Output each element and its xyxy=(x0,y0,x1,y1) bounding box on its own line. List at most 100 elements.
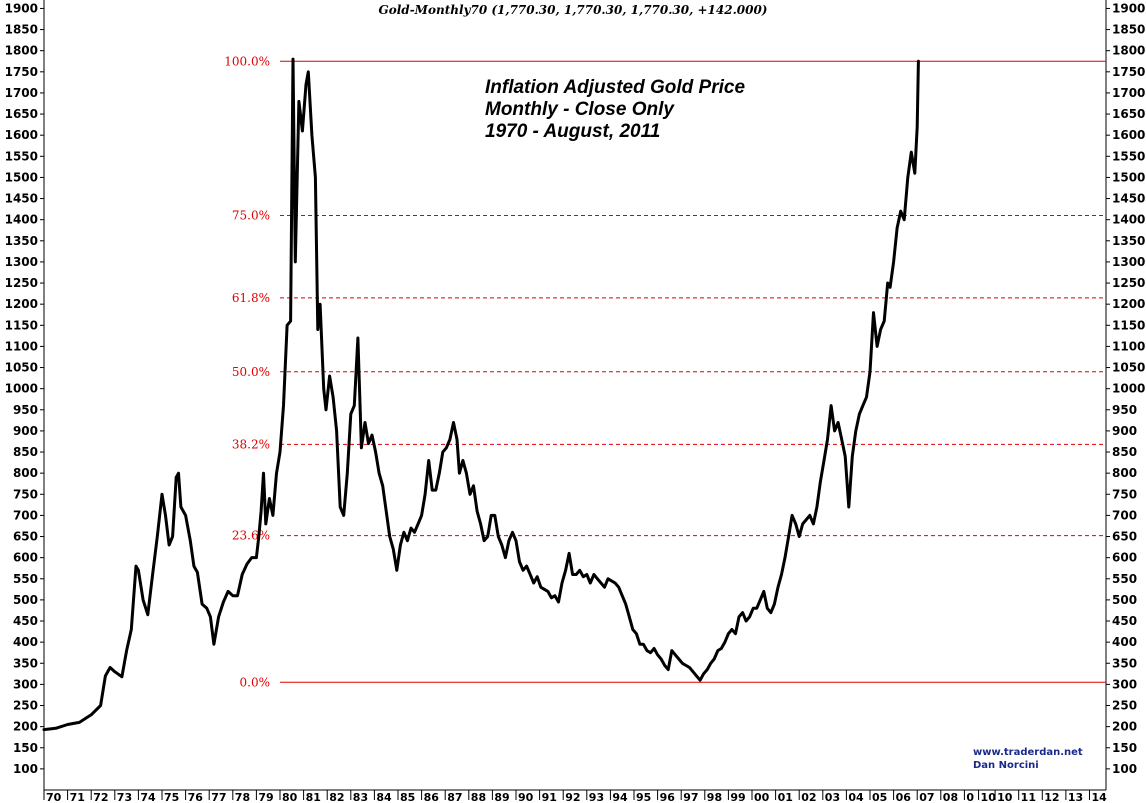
y-left-tick-label: 1450 xyxy=(5,192,38,206)
x-tick-label: 80 xyxy=(282,791,298,803)
y-right-tick-label: 1600 xyxy=(1112,128,1145,142)
x-tick-label: 03 xyxy=(825,791,840,803)
y-right-tick-label: 300 xyxy=(1112,677,1137,691)
fib-label: 50.0% xyxy=(232,365,270,379)
y-left-tick-label: 300 xyxy=(13,677,38,691)
y-right-tick-label: 450 xyxy=(1112,614,1137,628)
x-tick-label: 72 xyxy=(93,791,108,803)
y-left-tick-label: 1050 xyxy=(5,361,38,375)
y-right-tick-label: 1100 xyxy=(1112,339,1145,353)
x-tick-label: 83 xyxy=(353,791,368,803)
x-tick-label: 0 xyxy=(966,791,974,803)
y-left-tick-label: 1850 xyxy=(5,23,38,37)
chart-title-line-1: Inflation Adjusted Gold Price xyxy=(485,77,745,98)
y-left-tick-label: 1600 xyxy=(5,128,38,142)
x-tick-label: 88 xyxy=(471,791,486,803)
y-left-tick-label: 1100 xyxy=(5,339,38,353)
y-left-tick-label: 1150 xyxy=(5,318,38,332)
y-left-tick-label: 1550 xyxy=(5,149,38,163)
y-left-tick-label: 1200 xyxy=(5,297,38,311)
x-tick-label: 92 xyxy=(565,791,580,803)
y-right-tick-label: 1300 xyxy=(1112,255,1145,269)
y-right-tick-label: 350 xyxy=(1112,656,1137,670)
fib-label: 23.6% xyxy=(232,529,270,543)
x-tick-label: 85 xyxy=(400,791,415,803)
x-tick-label: 75 xyxy=(164,791,179,803)
y-right-tick-label: 550 xyxy=(1112,572,1137,586)
x-tick-label: 78 xyxy=(235,791,250,803)
x-tick-label: 13 xyxy=(1068,791,1083,803)
x-tick-label: 12 xyxy=(1044,791,1059,803)
y-left-tick-label: 100 xyxy=(13,762,38,776)
y-left-tick-label: 600 xyxy=(13,551,38,565)
x-tick-label: 95 xyxy=(636,791,651,803)
x-tick-label: 76 xyxy=(188,791,204,803)
y-right-tick-label: 1400 xyxy=(1112,213,1145,227)
x-tick-label: 98 xyxy=(707,791,722,803)
x-tick-label: 87 xyxy=(447,791,462,803)
credit-website: www.traderdan.net xyxy=(973,747,1083,758)
y-right-tick-label: 1750 xyxy=(1112,65,1145,79)
x-tick-label: 02 xyxy=(801,791,816,803)
x-tick-label: 99 xyxy=(730,791,745,803)
y-right-tick-label: 750 xyxy=(1112,487,1137,501)
y-axis-right: 100 150 200 250 300 350 400 450 500 550 600 650 700 7… xyxy=(1106,1,1145,776)
y-right-tick-label: 1500 xyxy=(1112,170,1145,184)
fib-label: 61.8% xyxy=(232,291,270,305)
x-tick-label: 70 xyxy=(46,791,62,803)
y-left-tick-label: 450 xyxy=(13,614,38,628)
x-tick-label: 81 xyxy=(306,791,321,803)
chart-title-line-3: 1970 - August, 2011 xyxy=(485,121,660,142)
x-axis: 70 71 72 73 74 75 76 77 78 79 80 81 82 83 84 85 86 87 88 89… xyxy=(43,790,1107,803)
y-left-tick-label: 500 xyxy=(13,593,38,607)
y-right-tick-label: 900 xyxy=(1112,424,1137,438)
y-right-tick-label: 100 xyxy=(1112,762,1137,776)
fibonacci-levels: 100.0% 75.0% 61.8% 50.0% 38.2% 23.6% 0.0% xyxy=(224,54,1106,689)
chart-title-line-2: Monthly - Close Only xyxy=(485,99,675,120)
x-tick-label: 74 xyxy=(140,791,156,803)
y-right-tick-label: 1250 xyxy=(1112,276,1145,290)
y-left-tick-label: 1700 xyxy=(5,86,38,100)
x-tick-label: 10 xyxy=(981,791,997,803)
x-tick-label: 89 xyxy=(494,791,509,803)
y-left-tick-label: 1750 xyxy=(5,65,38,79)
y-left-tick-label: 750 xyxy=(13,487,38,501)
y-left-tick-label: 1350 xyxy=(5,234,38,248)
x-tick-label: 14 xyxy=(1091,791,1107,803)
x-tick-label: 10 xyxy=(997,791,1013,803)
y-right-tick-label: 1350 xyxy=(1112,234,1145,248)
y-left-tick-label: 900 xyxy=(13,424,38,438)
y-right-tick-label: 1650 xyxy=(1112,107,1145,121)
y-left-tick-label: 400 xyxy=(13,635,38,649)
x-tick-label: 01 xyxy=(778,791,793,803)
plot-frame xyxy=(43,0,1107,791)
y-right-tick-label: 150 xyxy=(1112,741,1137,755)
y-left-tick-label: 250 xyxy=(13,699,38,713)
x-tick-label: 08 xyxy=(943,791,958,803)
fib-label: 38.2% xyxy=(232,437,270,451)
y-left-tick-label: 200 xyxy=(13,720,38,734)
x-tick-label: 00 xyxy=(754,791,770,803)
y-right-tick-label: 1800 xyxy=(1112,44,1145,58)
y-right-tick-label: 500 xyxy=(1112,593,1137,607)
x-tick-label: 05 xyxy=(872,791,887,803)
x-tick-label: 90 xyxy=(518,791,534,803)
y-right-tick-label: 1050 xyxy=(1112,361,1145,375)
gold-price-line xyxy=(42,57,920,732)
y-right-tick-label: 1000 xyxy=(1112,382,1145,396)
x-tick-label: 07 xyxy=(919,791,934,803)
y-right-tick-label: 1450 xyxy=(1112,192,1145,206)
y-right-tick-label: 950 xyxy=(1112,403,1137,417)
x-tick-label: 77 xyxy=(211,791,226,803)
y-right-tick-label: 800 xyxy=(1112,466,1137,480)
y-left-tick-label: 1900 xyxy=(5,1,38,15)
x-tick-label: 11 xyxy=(1021,791,1036,803)
y-right-tick-label: 1150 xyxy=(1112,318,1145,332)
fib-label: 100.0% xyxy=(224,54,270,68)
x-tick-label: 79 xyxy=(258,791,273,803)
x-tick-label: 82 xyxy=(329,791,344,803)
y-right-tick-label: 400 xyxy=(1112,635,1137,649)
